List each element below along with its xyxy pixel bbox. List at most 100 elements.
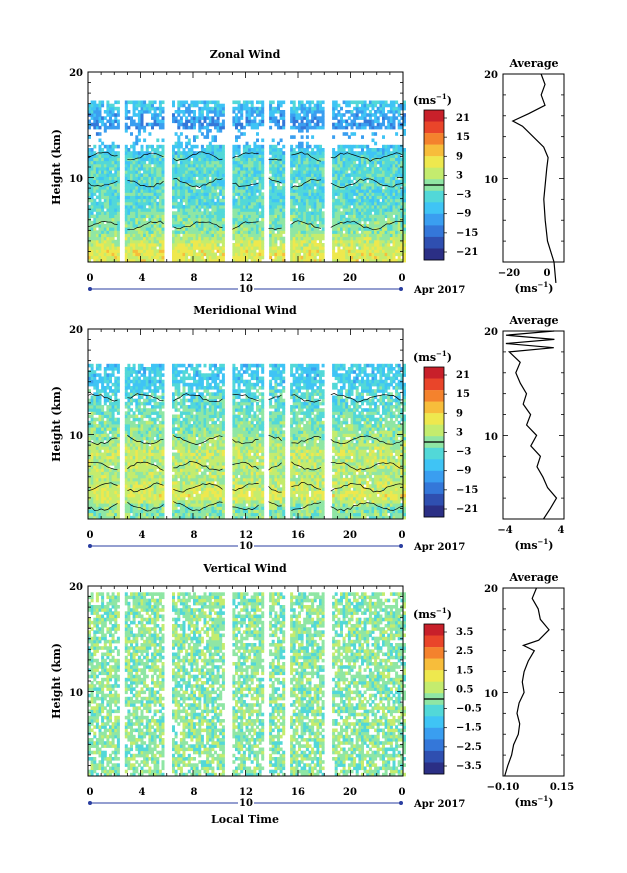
heatmap-cell — [101, 490, 105, 495]
heatmap-cell — [124, 236, 128, 241]
heatmap-cell — [214, 214, 217, 219]
heatmap-cell — [261, 192, 265, 196]
heatmap-cell — [143, 160, 147, 165]
colorbar-segment — [424, 144, 444, 157]
heatmap-cell — [106, 173, 110, 177]
heatmap-cell — [340, 189, 343, 193]
heatmap-cell — [374, 211, 378, 215]
colorbar-segment — [424, 156, 444, 168]
heatmap-cell — [90, 255, 94, 260]
heatmap-cell — [347, 220, 351, 225]
heatmap-cell — [361, 110, 364, 114]
heatmap-cell — [248, 246, 252, 250]
heatmap-cell — [151, 246, 154, 250]
heatmap-cell — [211, 186, 215, 190]
heatmap-cell — [174, 258, 178, 263]
heatmap-cell — [153, 116, 157, 120]
heatmap-cell — [340, 182, 343, 187]
heatmap-cell — [395, 227, 399, 231]
heatmap-cell — [206, 167, 210, 171]
heatmap-cell — [350, 157, 354, 162]
heatmap-cell — [400, 214, 404, 219]
heatmap-cell — [93, 401, 97, 406]
heatmap-cell — [101, 487, 105, 491]
heatmap-cell — [93, 258, 97, 263]
heatmap-cell — [193, 151, 196, 155]
heatmap-cell — [403, 246, 406, 250]
heatmap-cell — [148, 189, 152, 193]
heatmap-cell — [187, 227, 191, 231]
heatmap-cell — [98, 436, 102, 441]
heatmap-cell — [90, 208, 94, 212]
heatmap-cell — [114, 176, 118, 181]
heatmap-cell — [292, 154, 296, 158]
heatmap-cell — [316, 170, 320, 174]
heatmap-cell — [211, 255, 215, 260]
heatmap-cell — [172, 176, 175, 181]
heatmap-cell — [319, 167, 322, 171]
heatmap-cell — [90, 490, 94, 495]
heatmap-cell — [198, 255, 202, 260]
heatmap-cell — [172, 163, 175, 168]
heatmap-cell — [93, 373, 97, 377]
heatmap-cell — [245, 230, 249, 234]
heatmap-cell — [358, 198, 362, 203]
heatmap-cell — [132, 258, 136, 263]
heatmap-cell — [250, 125, 254, 130]
heatmap-cell — [298, 144, 301, 149]
heatmap-cell — [185, 179, 189, 184]
heatmap-cell — [245, 119, 249, 124]
heatmap-cell — [347, 252, 351, 257]
heatmap-cell — [277, 151, 280, 155]
heatmap-cell — [305, 173, 309, 177]
heatmap-cell — [208, 214, 212, 219]
heatmap-cell — [182, 217, 186, 222]
heatmap-cell — [90, 233, 94, 238]
heatmap-cell — [98, 100, 102, 105]
heatmap-cell — [101, 192, 105, 196]
heatmap-cell — [277, 195, 280, 200]
heatmap-cell — [350, 217, 354, 222]
heatmap-cell — [366, 252, 370, 257]
heatmap-cell — [366, 214, 370, 219]
heatmap-cell — [361, 211, 364, 215]
heatmap-cell — [200, 151, 204, 155]
heatmap-cell — [361, 135, 364, 139]
heatmap-cell — [290, 252, 294, 257]
heatmap-cell — [271, 113, 275, 117]
heatmap-cell — [350, 113, 354, 117]
heatmap-cell — [245, 246, 249, 250]
heatmap-cell — [137, 208, 141, 212]
heatmap-cell — [88, 224, 91, 228]
heatmap-cell — [90, 367, 94, 371]
heatmap-cell — [261, 217, 265, 222]
heatmap-cell — [342, 195, 346, 200]
heatmap-cell — [305, 151, 309, 155]
heatmap-cell — [145, 230, 149, 234]
heatmap-cell — [374, 217, 378, 222]
heatmap-cell — [145, 220, 149, 225]
heatmap-cell — [156, 144, 160, 149]
heatmap-cell — [103, 512, 107, 517]
heatmap-cell — [358, 151, 362, 155]
heatmap-cell — [376, 255, 380, 260]
heatmap-cell — [250, 236, 254, 241]
heatmap-cell — [379, 163, 383, 168]
heatmap-cell — [277, 201, 280, 206]
heatmap-cell — [400, 252, 404, 257]
heatmap-cell — [143, 252, 147, 257]
heatmap-cell — [340, 195, 343, 200]
heatmap-cell — [371, 198, 375, 203]
heatmap-cell — [298, 122, 301, 127]
heatmap-cell — [216, 144, 220, 149]
heatmap-cell — [311, 198, 315, 203]
heatmap-cell — [221, 154, 225, 158]
heatmap-cell — [358, 236, 362, 241]
heatmap-cell — [90, 515, 94, 520]
heatmap-cell — [132, 148, 136, 152]
heatmap-cell — [185, 230, 189, 234]
heatmap-cell — [88, 496, 91, 501]
heatmap-cell — [374, 208, 378, 212]
heatmap-cell — [384, 220, 388, 225]
heatmap-cell — [316, 258, 320, 263]
